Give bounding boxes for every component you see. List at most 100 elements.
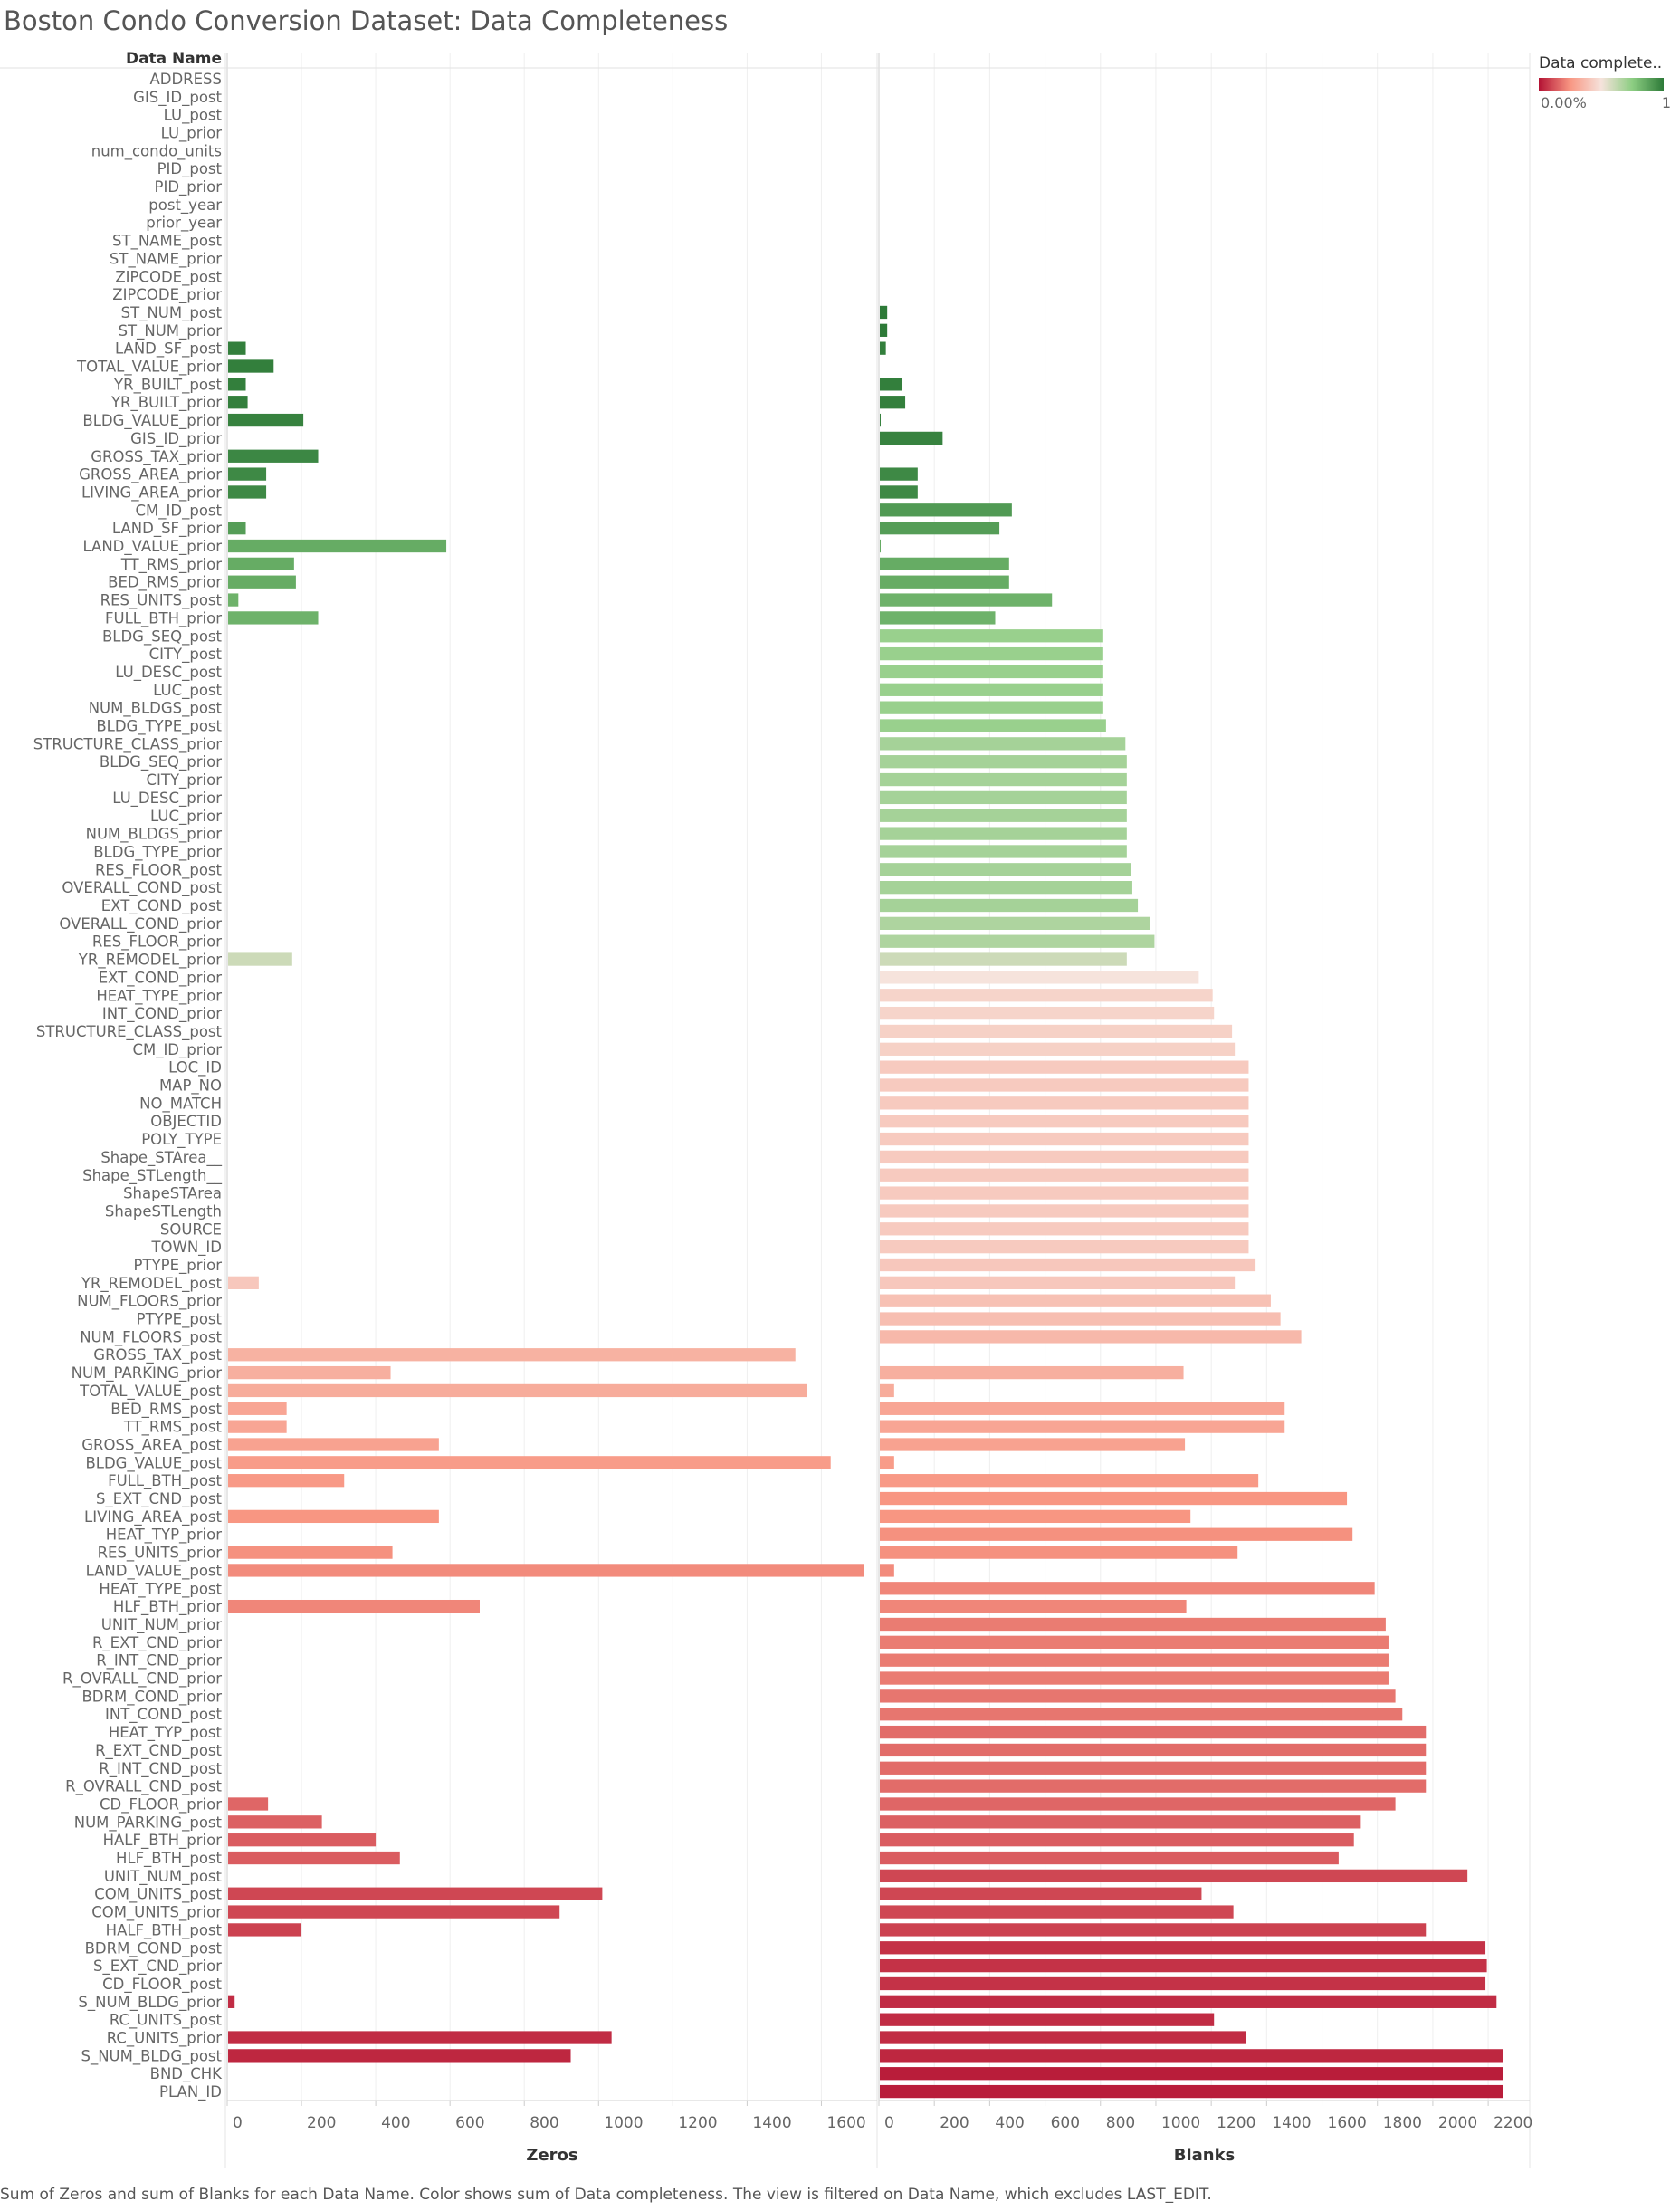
row-label-FULL_BTH_post: FULL_BTH_post — [108, 1472, 222, 1490]
row-label-PLAN_ID: PLAN_ID — [159, 2083, 222, 2101]
blanks-bar-PTYPE_post — [880, 1312, 1281, 1326]
blanks-bar-HLF_BTH_post — [880, 1851, 1339, 1865]
tick-label-blanks: 1000 — [1161, 2114, 1200, 2132]
blanks-bar-LU_DESC_post — [880, 665, 1103, 679]
row-label-ShapeSTArea: ShapeSTArea — [123, 1185, 222, 1202]
row-label-PID_post: PID_post — [158, 160, 223, 178]
blanks-bar-R_OVRALL_CND_post — [880, 1779, 1427, 1793]
row-label-HEAT_TYPE_prior: HEAT_TYPE_prior — [96, 987, 222, 1005]
tick-label-blanks: 800 — [1106, 2114, 1135, 2132]
row-label-prior_year: prior_year — [146, 215, 222, 233]
blanks-bar-BED_RMS_prior — [880, 575, 1009, 589]
blanks-bar-HEAT_TYPE_post — [880, 1582, 1375, 1595]
blanks-bar-ST_NUM_post — [880, 305, 888, 320]
blanks-bar-YR_REMODEL_prior — [880, 952, 1127, 966]
blanks-bar-ShapeSTArea — [880, 1186, 1249, 1200]
row-label-RES_UNITS_prior: RES_UNITS_prior — [98, 1545, 223, 1563]
row-label-LOC_ID: LOC_ID — [168, 1059, 222, 1077]
zeros-bar-RC_UNITS_prior — [228, 2031, 612, 2044]
row-label-BND_CHK: BND_CHK — [150, 2065, 224, 2083]
row-label-ST_NAME_post: ST_NAME_post — [112, 233, 223, 251]
blanks-bar-CD_FLOOR_prior — [880, 1797, 1396, 1811]
row-label-UNIT_NUM_prior: UNIT_NUM_prior — [101, 1616, 222, 1634]
row-label-RES_FLOOR_post: RES_FLOOR_post — [95, 861, 223, 879]
row-label-OBJECTID: OBJECTID — [150, 1113, 222, 1130]
tick-label-blanks: 600 — [1051, 2114, 1080, 2132]
blanks-bar-PLAN_ID — [880, 2084, 1503, 2099]
blanks-bar-RES_FLOOR_prior — [880, 934, 1155, 948]
row-label-CM_ID_post: CM_ID_post — [136, 502, 223, 520]
blanks-bar-LAND_SF_prior — [880, 522, 1000, 535]
legend-gradient — [1539, 78, 1664, 91]
row-label-CITY_prior: CITY_prior — [146, 771, 222, 790]
blanks-bar-TOWN_ID — [880, 1240, 1249, 1254]
blanks-bar-COM_UNITS_post — [880, 1887, 1202, 1900]
zeros-bar-BED_RMS_post — [228, 1402, 287, 1415]
blanks-bar-TOTAL_VALUE_post — [880, 1383, 894, 1398]
row-label-ShapeSTLength: ShapeSTLength — [105, 1202, 222, 1220]
row-label-RC_UNITS_post: RC_UNITS_post — [110, 2012, 223, 2030]
blanks-bar-INT_COND_post — [880, 1708, 1403, 1721]
data-completeness-chart: ADDRESSGIS_ID_postLU_postLU_priornum_con… — [0, 50, 1532, 2168]
row-label-Shape_STArea__: Shape_STArea__ — [100, 1149, 222, 1167]
row-label-YR_BUILT_prior: YR_BUILT_prior — [110, 394, 222, 412]
blanks-bar-RC_UNITS_post — [880, 2013, 1215, 2026]
zeros-bar-BLDG_VALUE_prior — [228, 413, 304, 427]
row-label-GROSS_AREA_post: GROSS_AREA_post — [81, 1436, 222, 1454]
blanks-bar-PTYPE_prior — [880, 1258, 1256, 1272]
zeros-bar-GROSS_TAX_prior — [228, 449, 319, 463]
row-label-INT_COND_post: INT_COND_post — [105, 1706, 223, 1724]
blanks-bar-R_OVRALL_CND_prior — [880, 1671, 1389, 1685]
row-label-BDRM_COND_post: BDRM_COND_post — [85, 1939, 223, 1957]
blanks-bar-HEAT_TYP_post — [880, 1725, 1427, 1739]
blanks-bar-BLDG_SEQ_post — [880, 629, 1103, 643]
blanks-bar-RES_UNITS_post — [880, 593, 1053, 607]
blanks-bar-S_EXT_CND_post — [880, 1491, 1348, 1506]
row-label-BLDG_SEQ_post: BLDG_SEQ_post — [102, 627, 223, 646]
tick-label-zeros: 400 — [381, 2114, 410, 2132]
row-label-STRUCTURE_CLASS_post: STRUCTURE_CLASS_post — [36, 1023, 223, 1041]
row-label-TOTAL_VALUE_post: TOTAL_VALUE_post — [79, 1383, 222, 1401]
row-label-LAND_SF_prior: LAND_SF_prior — [112, 520, 222, 538]
blanks-bar-R_EXT_CND_post — [880, 1743, 1427, 1757]
row-label-LIVING_AREA_post: LIVING_AREA_post — [84, 1508, 222, 1527]
row-label-BLDG_TYPE_post: BLDG_TYPE_post — [96, 718, 222, 736]
row-label-NUM_PARKING_post: NUM_PARKING_post — [74, 1814, 223, 1832]
zeros-bar-LAND_VALUE_prior — [228, 539, 447, 553]
zeros-bar-RES_UNITS_post — [228, 593, 239, 607]
zeros-bar-S_NUM_BLDG_post — [228, 2049, 571, 2063]
blanks-bar-NO_MATCH — [880, 1096, 1249, 1110]
blanks-bar-HALF_BTH_post — [880, 1923, 1427, 1937]
row-label-LAND_VALUE_post: LAND_VALUE_post — [86, 1562, 223, 1580]
blanks-bar-LOC_ID — [880, 1060, 1249, 1074]
row-label-POLY_TYPE: POLY_TYPE — [141, 1131, 222, 1149]
row-label-TOWN_ID: TOWN_ID — [150, 1239, 222, 1257]
tick-label-blanks: 1600 — [1328, 2114, 1367, 2132]
row-label-MAP_NO: MAP_NO — [159, 1077, 222, 1096]
tick-label-zeros: 1000 — [604, 2114, 643, 2132]
row-label-S_NUM_BLDG_post: S_NUM_BLDG_post — [81, 2047, 222, 2065]
row-label-LU_prior: LU_prior — [161, 124, 223, 142]
zeros-bar-COM_UNITS_post — [228, 1887, 603, 1900]
row-label-LAND_VALUE_prior: LAND_VALUE_prior — [82, 538, 222, 556]
tick-label-zeros: 600 — [455, 2114, 484, 2132]
blanks-bar-COM_UNITS_prior — [880, 1905, 1234, 1919]
row-label-TT_RMS_prior: TT_RMS_prior — [120, 556, 222, 574]
row-label-GIS_ID_prior: GIS_ID_prior — [130, 430, 222, 448]
zeros-bar-YR_BUILT_prior — [228, 396, 248, 409]
color-legend: Data complete.. 0.00% 1 — [1539, 54, 1675, 114]
zeros-bar-LAND_SF_prior — [228, 522, 246, 535]
blanks-bar-S_NUM_BLDG_prior — [880, 1995, 1497, 2008]
row-label-ADDRESS: ADDRESS — [149, 71, 222, 88]
blanks-bar-RES_UNITS_prior — [880, 1546, 1238, 1559]
blanks-bar-HEAT_TYPE_prior — [880, 989, 1213, 1002]
row-label-ZIPCODE_prior: ZIPCODE_prior — [112, 286, 222, 304]
row-labels: ADDRESSGIS_ID_postLU_postLU_priornum_con… — [33, 71, 223, 2101]
row-label-RC_UNITS_prior: RC_UNITS_prior — [107, 2030, 222, 2048]
row-label-YR_REMODEL_prior: YR_REMODEL_prior — [78, 952, 222, 970]
blanks-bar-LU_DESC_prior — [880, 790, 1127, 805]
row-label-BLDG_SEQ_prior: BLDG_SEQ_prior — [100, 753, 222, 771]
blanks-bar-HEAT_TYP_prior — [880, 1527, 1353, 1541]
row-label-SOURCE: SOURCE — [160, 1220, 222, 1238]
blanks-bar-LAND_VALUE_prior — [880, 539, 881, 553]
